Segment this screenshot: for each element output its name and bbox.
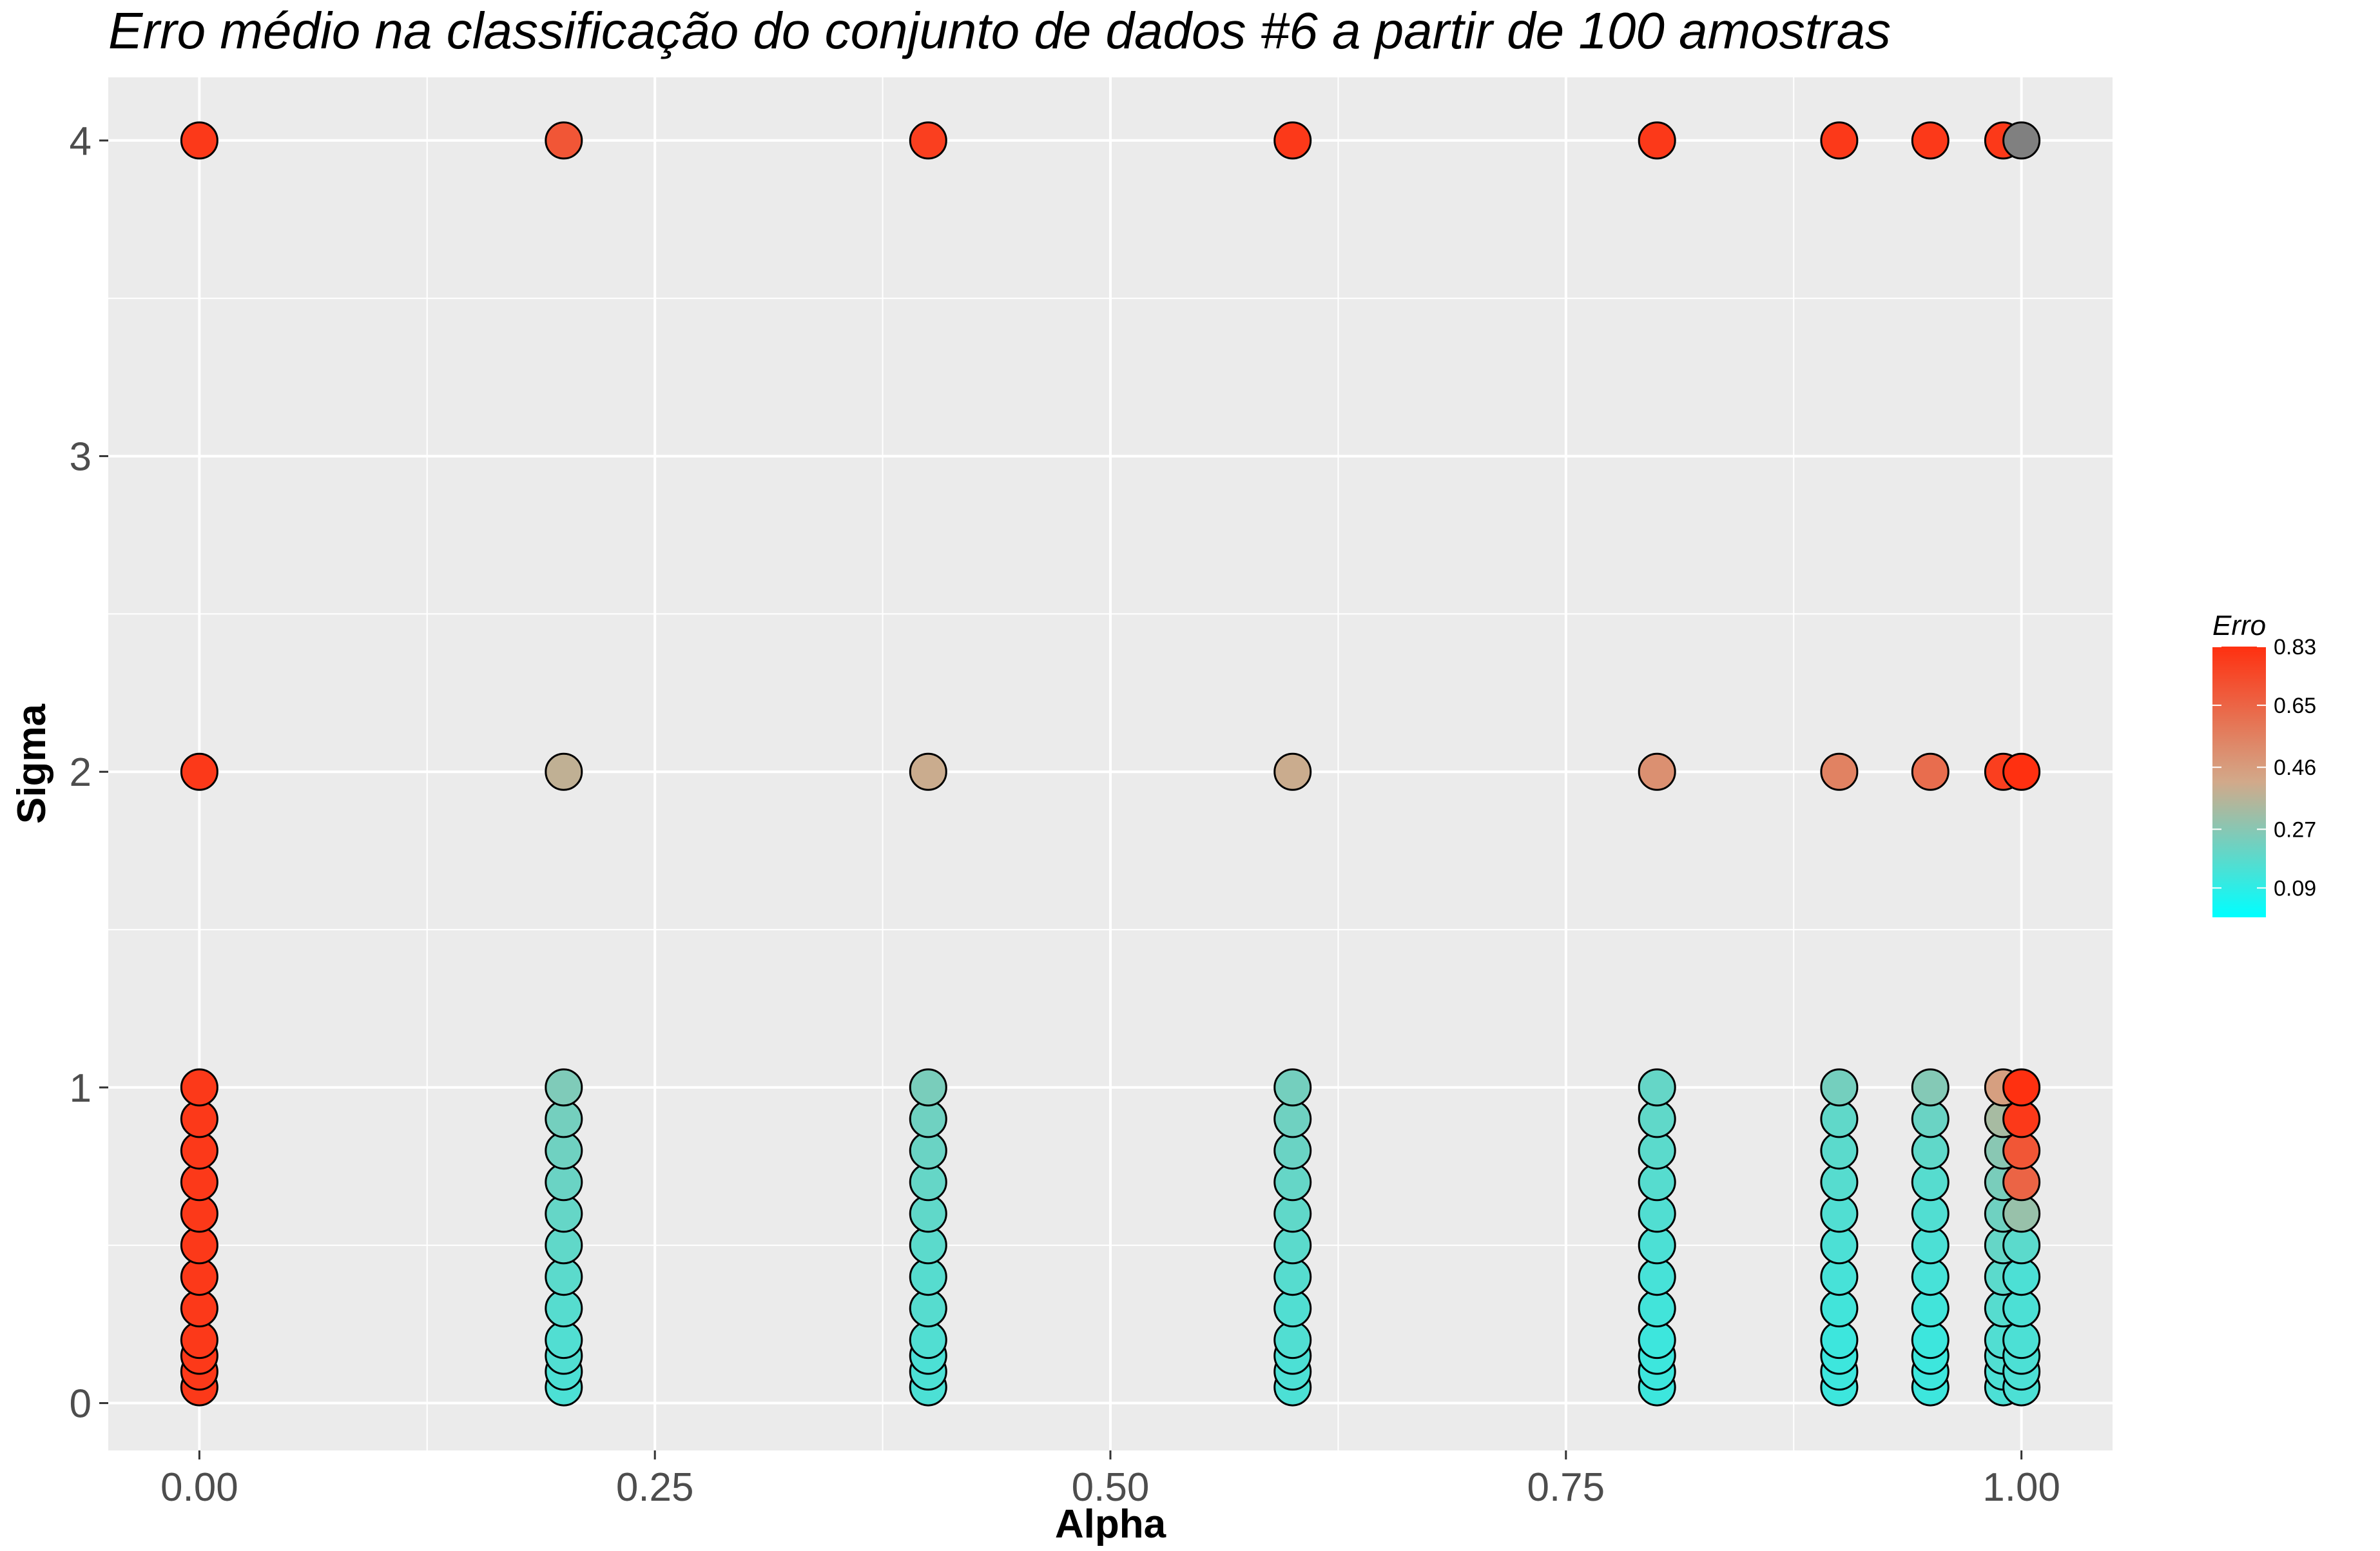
data-point [1911, 1068, 1949, 1107]
data-point [180, 752, 218, 791]
x-tick-label: 0.25 [616, 1465, 694, 1510]
legend-tick-label: 0.46 [2274, 756, 2316, 780]
legend-tick-label: 0.65 [2274, 694, 2316, 718]
data-point [1273, 121, 1312, 160]
data-point [2002, 1068, 2041, 1107]
color-legend: Erro 0.83 0.65 0.46 0.27 0.09 [2212, 610, 2316, 917]
y-tick-label: 1 [70, 1066, 92, 1111]
legend-tick-label: 0.09 [2274, 876, 2316, 901]
y-tick-label: 3 [70, 435, 92, 480]
y-axis-title: Sigma [10, 703, 54, 824]
x-tick-label: 1.00 [1982, 1465, 2060, 1510]
data-point [1820, 752, 1859, 791]
data-point [545, 121, 583, 160]
data-point [1911, 752, 1949, 791]
chart-title: Erro médio na classificação do conjunto … [108, 2, 1891, 59]
data-point [1820, 1068, 1859, 1107]
data-points [180, 121, 2041, 1407]
data-point [909, 121, 947, 160]
x-tick-label: 0.00 [160, 1465, 238, 1510]
data-point [180, 1068, 218, 1107]
x-tick-label: 0.50 [1072, 1465, 1150, 1510]
y-tick-label: 4 [70, 119, 92, 164]
data-point [1638, 1068, 1676, 1107]
data-point [545, 1068, 583, 1107]
legend-tick-label: 0.83 [2274, 635, 2316, 659]
y-axis-tick-labels: 0 1 2 3 4 [70, 119, 92, 1427]
legend-tick-label: 0.27 [2274, 817, 2316, 842]
data-point [1638, 121, 1676, 160]
data-point [1273, 1068, 1312, 1107]
data-point [2002, 752, 2041, 791]
data-point [1273, 752, 1312, 791]
data-point [545, 752, 583, 791]
data-point [1820, 121, 1859, 160]
data-point [1638, 752, 1676, 791]
x-axis-title: Alpha [1055, 1502, 1166, 1546]
legend-colorbar [2212, 647, 2266, 917]
data-point [909, 1068, 947, 1107]
data-point [2002, 121, 2041, 160]
data-point [909, 752, 947, 791]
x-tick-label: 0.75 [1527, 1465, 1605, 1510]
y-tick-label: 0 [70, 1382, 92, 1427]
axis-ticks [99, 139, 2023, 1459]
major-gridlines [108, 77, 2113, 1450]
x-axis-tick-labels: 0.00 0.25 0.50 0.75 1.00 [160, 1465, 2060, 1510]
data-point [1911, 121, 1949, 160]
data-point [180, 121, 218, 160]
y-tick-label: 2 [70, 750, 92, 795]
legend-title: Erro [2212, 610, 2266, 641]
legend-ticks: 0.83 0.65 0.46 0.27 0.09 [2212, 635, 2316, 901]
